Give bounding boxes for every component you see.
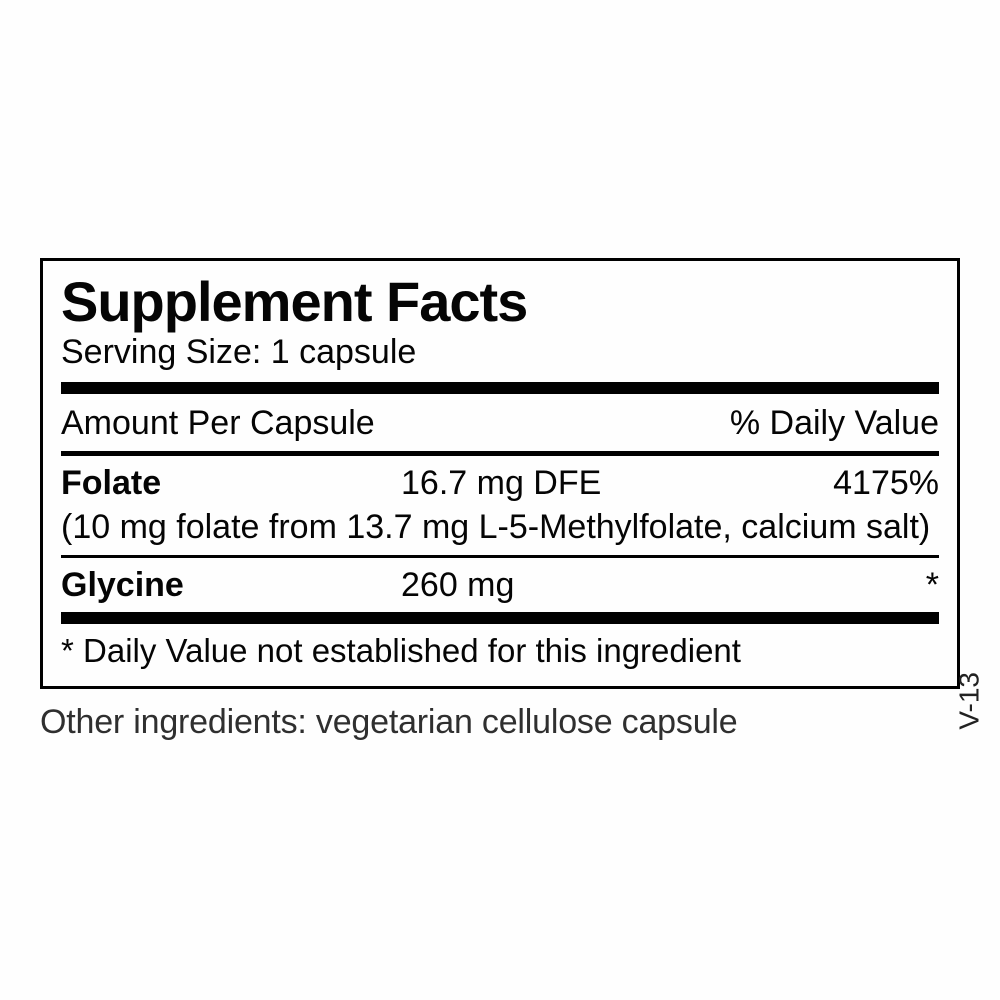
serving-size: Serving Size: 1 capsule bbox=[61, 333, 939, 372]
supplement-facts-panel: Supplement Facts Serving Size: 1 capsule… bbox=[40, 258, 960, 690]
panel-title: Supplement Facts bbox=[61, 273, 939, 332]
rule-thick-top bbox=[61, 382, 939, 394]
nutrient-detail: (10 mg folate from 13.7 mg L-5-Methylfol… bbox=[61, 505, 939, 549]
header-amount: Amount Per Capsule bbox=[61, 404, 375, 443]
nutrient-name: Glycine bbox=[61, 564, 401, 607]
rule-thick-bottom bbox=[61, 612, 939, 624]
header-daily-value: % Daily Value bbox=[730, 404, 939, 443]
column-header-row: Amount Per Capsule % Daily Value bbox=[61, 404, 939, 443]
daily-value-footnote: * Daily Value not established for this i… bbox=[61, 632, 939, 670]
nutrient-amount: 260 mg bbox=[401, 564, 759, 607]
nutrient-daily-value: 4175% bbox=[759, 462, 939, 505]
supplement-facts-wrapper: Supplement Facts Serving Size: 1 capsule… bbox=[40, 258, 960, 743]
nutrient-row-folate: Folate 16.7 mg DFE 4175% (10 mg folate f… bbox=[61, 462, 939, 549]
nutrient-row-glycine: Glycine 260 mg * bbox=[61, 564, 939, 607]
other-ingredients: Other ingredients: vegetarian cellulose … bbox=[40, 703, 960, 742]
version-code: V-13 bbox=[954, 672, 986, 730]
nutrient-amount: 16.7 mg DFE bbox=[401, 462, 759, 505]
nutrient-daily-value: * bbox=[759, 564, 939, 607]
rule-under-header bbox=[61, 451, 939, 456]
nutrient-name: Folate bbox=[61, 462, 401, 505]
rule-mid bbox=[61, 555, 939, 558]
